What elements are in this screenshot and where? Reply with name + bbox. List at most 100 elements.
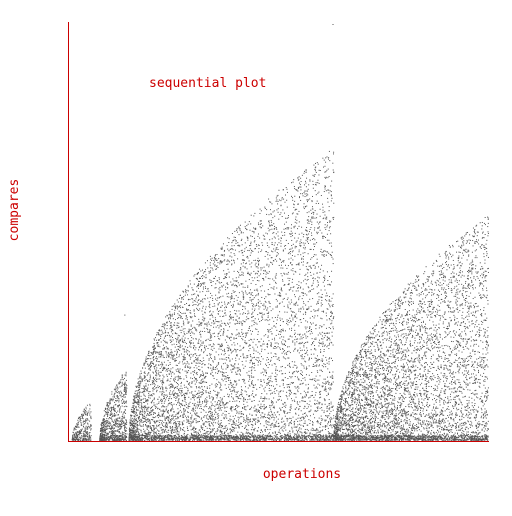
- data-point: [291, 195, 292, 197]
- data-point: [131, 423, 133, 425]
- data-point: [107, 415, 109, 417]
- data-point: [212, 361, 214, 363]
- data-point: [82, 416, 84, 418]
- data-point: [320, 351, 322, 353]
- data-point: [80, 415, 82, 417]
- data-point: [225, 381, 227, 383]
- data-point: [207, 338, 209, 340]
- data-point: [232, 303, 234, 305]
- data-point: [116, 420, 118, 422]
- data-point: [249, 408, 251, 410]
- data-point: [193, 367, 195, 369]
- data-point: [321, 254, 323, 256]
- data-point: [219, 387, 221, 389]
- data-point: [257, 419, 259, 421]
- data-point: [116, 439, 118, 441]
- data-point: [86, 404, 88, 406]
- data-point: [311, 234, 313, 236]
- data-point: [306, 177, 308, 179]
- data-point: [144, 398, 146, 400]
- data-point: [166, 375, 168, 377]
- data-point: [155, 370, 157, 372]
- data-point: [274, 317, 276, 319]
- data-point: [235, 295, 237, 297]
- data-point: [327, 197, 329, 199]
- data-point: [229, 311, 231, 313]
- data-point: [209, 255, 211, 257]
- data-point: [184, 405, 186, 407]
- data-point: [183, 393, 185, 395]
- data-point: [108, 409, 110, 411]
- data-point: [210, 356, 212, 358]
- data-point: [247, 431, 249, 433]
- data-point: [328, 403, 330, 405]
- data-point: [268, 390, 270, 392]
- data-point: [216, 397, 218, 399]
- data-point: [115, 398, 117, 400]
- data-point: [74, 434, 76, 436]
- data-point: [120, 418, 122, 420]
- data-point: [308, 365, 310, 367]
- data-point: [86, 438, 88, 440]
- data-point: [245, 334, 247, 336]
- data-point: [294, 361, 296, 363]
- data-point: [283, 336, 285, 338]
- data-point: [264, 386, 266, 388]
- data-point: [109, 436, 111, 438]
- data-point: [331, 313, 333, 315]
- data-point: [301, 356, 303, 358]
- data-point: [299, 319, 301, 321]
- data-point: [310, 248, 312, 250]
- data-point: [176, 333, 178, 335]
- data-point: [254, 434, 256, 436]
- data-point: [74, 435, 76, 437]
- data-point: [279, 292, 281, 294]
- data-point: [297, 263, 299, 265]
- data-point: [278, 189, 280, 191]
- data-point: [238, 417, 240, 419]
- data-point: [85, 431, 87, 433]
- data-point: [304, 252, 306, 254]
- data-point: [318, 341, 320, 343]
- data-point: [123, 432, 125, 434]
- data-point: [209, 353, 211, 355]
- data-point: [111, 393, 113, 395]
- data-point: [209, 415, 211, 417]
- data-point: [176, 413, 178, 415]
- data-point: [174, 381, 176, 383]
- data-point: [229, 360, 231, 362]
- data-point: [314, 345, 316, 347]
- data-point: [193, 432, 195, 434]
- data-point: [325, 315, 327, 317]
- data-point: [141, 410, 143, 412]
- data-point: [226, 306, 228, 308]
- data-point: [246, 394, 248, 396]
- data-point: [176, 364, 178, 366]
- data-point: [164, 410, 166, 412]
- data-point: [113, 427, 115, 429]
- data-point: [250, 252, 252, 254]
- data-point: [327, 439, 329, 441]
- data-point: [143, 428, 145, 430]
- data-point: [224, 312, 226, 314]
- data-point: [148, 430, 150, 432]
- data-point: [211, 383, 213, 385]
- data-point: [198, 392, 200, 394]
- data-point: [250, 282, 252, 284]
- data-point: [178, 404, 180, 406]
- data-point: [115, 390, 117, 392]
- data-point: [204, 311, 206, 313]
- data-point: [183, 378, 185, 380]
- data-point: [188, 370, 190, 372]
- data-point: [294, 270, 296, 272]
- data-point: [269, 406, 271, 408]
- data-point: [196, 414, 198, 416]
- data-point: [261, 431, 263, 433]
- data-point: [113, 432, 115, 434]
- data-point: [271, 381, 273, 383]
- data-point: [201, 363, 203, 365]
- data-point: [331, 434, 333, 436]
- data-point: [116, 384, 118, 386]
- data-point: [178, 388, 180, 390]
- data-point: [234, 400, 236, 402]
